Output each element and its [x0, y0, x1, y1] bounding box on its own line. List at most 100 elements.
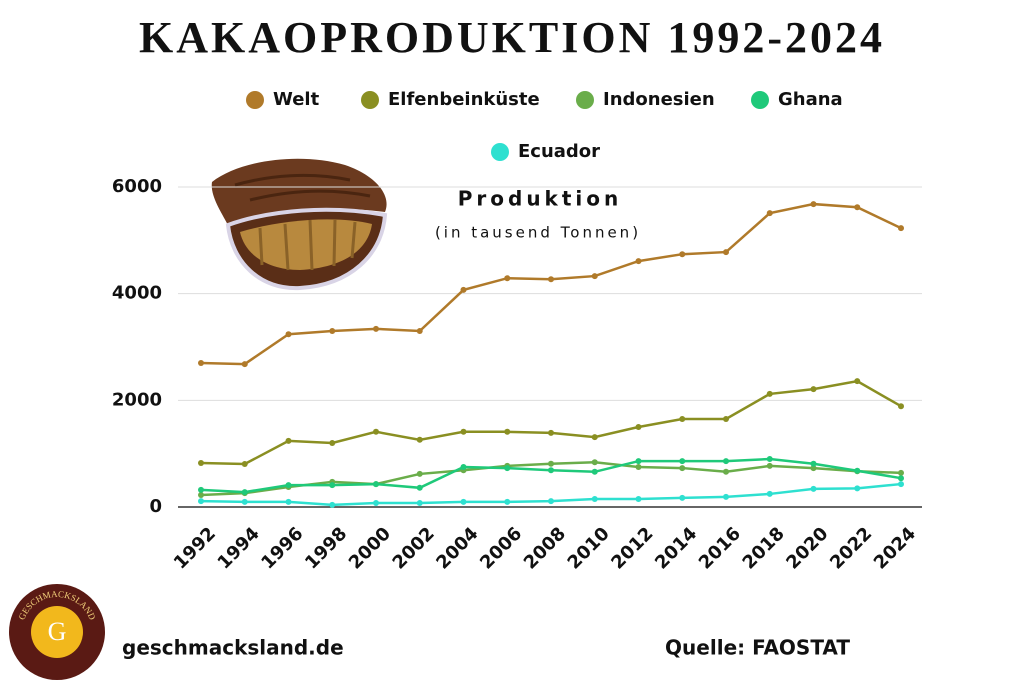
data-point [766, 456, 773, 462]
legend-marker [491, 143, 509, 161]
data-point [416, 436, 423, 443]
data-point [460, 428, 467, 435]
logo-letter: G [48, 617, 67, 646]
legend-label: Welt [273, 89, 320, 110]
data-point [416, 500, 423, 506]
legend-marker [576, 91, 594, 109]
data-point [766, 390, 773, 397]
data-point [810, 485, 817, 492]
data-point [329, 440, 336, 446]
data-point [460, 286, 467, 293]
data-point [591, 459, 598, 466]
data-point [679, 458, 686, 465]
data-point [198, 460, 204, 466]
data-point [679, 416, 686, 422]
data-point [898, 469, 904, 476]
data-point [591, 496, 598, 502]
data-point [460, 498, 467, 505]
data-point [810, 201, 817, 208]
source: Quelle: FAOSTAT [665, 636, 850, 660]
data-point [591, 273, 598, 280]
data-point [723, 468, 729, 475]
y-tick-label: 0 [149, 496, 162, 517]
data-point [766, 490, 773, 497]
data-point [504, 428, 511, 435]
data-point [285, 498, 292, 505]
legend-label: Indonesien [603, 89, 715, 110]
data-point [723, 493, 729, 500]
data-point [854, 467, 861, 474]
data-point [898, 225, 904, 232]
data-point [373, 500, 379, 506]
legend-marker [361, 91, 379, 109]
data-point [635, 464, 642, 470]
data-point [635, 258, 642, 265]
data-point [416, 470, 423, 477]
data-point [854, 485, 861, 492]
data-point [723, 458, 729, 465]
data-point [460, 464, 467, 470]
data-point [241, 361, 248, 368]
data-point [504, 498, 511, 505]
data-point [591, 468, 598, 475]
data-point [898, 403, 904, 410]
data-point [241, 498, 248, 505]
legend-label: Ecuador [518, 141, 600, 162]
data-point [854, 378, 861, 385]
data-point [548, 429, 554, 436]
cocoa-pod-illustration [211, 158, 388, 291]
data-point [766, 462, 773, 469]
data-point [810, 465, 817, 472]
data-point [329, 328, 336, 334]
data-point [635, 496, 642, 502]
data-point [723, 416, 729, 422]
data-point [898, 475, 904, 482]
data-point [635, 458, 642, 465]
legend-label: Ghana [778, 89, 843, 110]
data-point [810, 386, 817, 393]
data-point [373, 325, 379, 332]
data-point [766, 210, 773, 217]
data-point [679, 494, 686, 501]
data-point [679, 251, 686, 258]
legend-marker [751, 91, 769, 109]
data-point [416, 328, 423, 334]
data-point [373, 481, 379, 488]
data-point [373, 428, 379, 435]
website: geschmacksland.de [122, 636, 344, 660]
data-point [329, 482, 336, 489]
data-point [285, 437, 292, 444]
data-point [198, 486, 204, 493]
legend-marker [246, 91, 264, 109]
data-point [898, 481, 904, 488]
y-tick-label: 6000 [112, 176, 162, 197]
data-point [198, 492, 204, 498]
data-point [591, 434, 598, 441]
legend-label: Elfenbeinküste [388, 89, 540, 110]
data-point [241, 461, 248, 468]
logo: GESCHMACKSLAND G [9, 584, 105, 680]
data-point [285, 482, 292, 489]
data-point [548, 276, 554, 283]
data-point [504, 465, 511, 472]
data-point [854, 204, 861, 211]
data-point [504, 275, 511, 282]
y-tick-label: 2000 [112, 389, 162, 410]
data-point [635, 424, 642, 430]
data-point [416, 484, 423, 491]
data-point [198, 360, 204, 366]
data-point [810, 460, 817, 467]
data-point [548, 460, 554, 467]
data-point [723, 249, 729, 256]
data-point [241, 489, 248, 496]
data-point [198, 498, 204, 505]
y-tick-label: 4000 [112, 283, 162, 304]
data-point [285, 331, 292, 338]
data-point [548, 467, 554, 474]
unit-note: (in tausend Tonnen) [435, 224, 641, 242]
chart-title: KAKAOPRODUKTION 1992-2024 [139, 13, 885, 62]
subtitle: Produktion [458, 187, 623, 211]
data-point [679, 465, 686, 472]
